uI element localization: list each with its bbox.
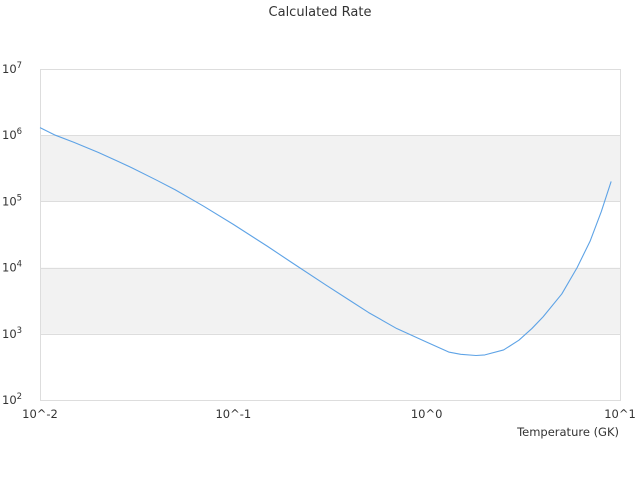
x-axis-tick-labels: 10^-2 10^-1 10^0 10^1 (22, 407, 636, 421)
y-tick-label: 104 (2, 260, 22, 275)
y-tick-label: 105 (2, 193, 22, 208)
chart-title: Calculated Rate (269, 5, 372, 20)
x-tick-label: 10^1 (604, 407, 636, 421)
y-tick-label: 107 (2, 61, 22, 76)
x-axis-label: Temperature (GK) (516, 425, 619, 439)
plot-bands (40, 135, 620, 334)
plot-frame (40, 69, 621, 401)
plot-band (40, 135, 620, 202)
x-tick-label: 10^0 (411, 407, 443, 421)
x-tick-label: 10^-1 (215, 407, 251, 421)
series-line (39, 127, 612, 357)
series-layer (39, 127, 612, 357)
y-axis-tick-labels: 102 103 104 105 106 107 (2, 61, 22, 407)
x-tick-label: 10^-2 (22, 407, 58, 421)
y-tick-label: 106 (2, 127, 22, 142)
y-tick-label: 103 (2, 326, 22, 341)
plot-band (40, 267, 620, 334)
y-tick-label: 102 (2, 392, 22, 407)
